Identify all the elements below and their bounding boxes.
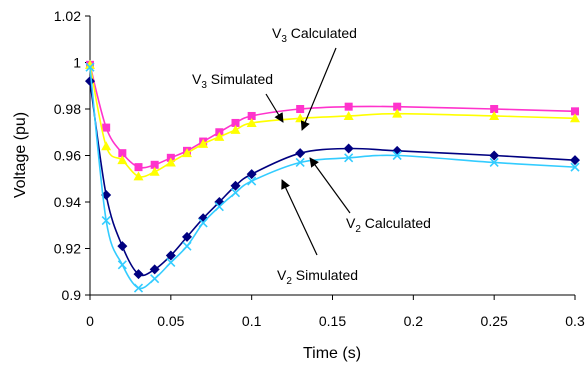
data-point-square bbox=[134, 163, 143, 172]
y-tick-label: 0.98 bbox=[54, 101, 81, 117]
data-point-square bbox=[296, 105, 305, 113]
annotation-label: V2 Simulated bbox=[277, 267, 358, 287]
data-point-triangle bbox=[489, 110, 500, 120]
series-line bbox=[89, 64, 576, 169]
data-point-x bbox=[133, 283, 144, 293]
annotation-label: V3 Simulated bbox=[192, 71, 273, 91]
data-point-diamond bbox=[182, 231, 192, 242]
data-point-diamond bbox=[85, 76, 95, 87]
y-tick-label: 0.94 bbox=[54, 194, 81, 210]
data-point-triangle bbox=[230, 124, 241, 134]
data-point-triangle bbox=[182, 148, 192, 158]
data-point-x bbox=[295, 157, 305, 168]
data-point-x bbox=[344, 153, 354, 163]
data-point-diamond bbox=[489, 150, 500, 161]
data-point-diamond bbox=[149, 264, 160, 275]
data-point-x bbox=[101, 216, 111, 226]
data-point-diamond bbox=[343, 143, 354, 154]
data-point-triangle bbox=[165, 157, 176, 167]
data-point-diamond bbox=[230, 180, 241, 191]
annotation-arrow bbox=[309, 157, 351, 214]
data-point-triangle bbox=[101, 141, 112, 151]
data-point-square bbox=[571, 107, 579, 116]
data-point-x bbox=[230, 188, 241, 198]
series-line bbox=[89, 67, 576, 290]
series-layer bbox=[85, 59, 580, 293]
data-point-square bbox=[118, 149, 127, 158]
data-point-diamond bbox=[295, 148, 306, 159]
data-point-square bbox=[231, 118, 240, 127]
data-point-diamond bbox=[133, 269, 144, 280]
annotation-arrow bbox=[281, 179, 318, 256]
data-point-diamond bbox=[392, 145, 403, 156]
data-point-triangle bbox=[149, 166, 160, 176]
data-point-x bbox=[489, 157, 499, 168]
data-point-diamond bbox=[165, 250, 176, 261]
data-point-diamond bbox=[117, 241, 128, 252]
annotation-layer: V3 Calculated V3 Simulated V2 Calculated V2… bbox=[192, 25, 431, 287]
data-point-square bbox=[490, 105, 499, 113]
y-tick-label: 1 bbox=[73, 55, 81, 71]
data-point-square bbox=[393, 102, 402, 111]
series-line bbox=[89, 80, 576, 277]
x-axis-title: Time (s) bbox=[303, 345, 361, 362]
data-point-triangle bbox=[295, 113, 306, 123]
data-point-x bbox=[392, 150, 402, 161]
annotation-arrow bbox=[265, 93, 284, 123]
data-point-square bbox=[247, 111, 256, 120]
x-tick-label: 0.15 bbox=[319, 313, 346, 329]
data-point-x bbox=[150, 274, 160, 284]
x-tick-label: 0.1 bbox=[242, 313, 262, 329]
x-tick-label: 0.25 bbox=[481, 313, 508, 329]
y-tick-label: 0.92 bbox=[54, 241, 81, 257]
data-point-x bbox=[214, 202, 224, 212]
x-tick-label: 0.05 bbox=[157, 313, 184, 329]
data-point-square bbox=[150, 160, 159, 169]
data-point-diamond bbox=[246, 169, 257, 180]
y-tick-label: 0.96 bbox=[54, 148, 81, 164]
series-line bbox=[89, 64, 576, 178]
data-point-x bbox=[85, 62, 95, 72]
series-4 bbox=[85, 62, 580, 293]
y-axis-title: Voltage (pu) bbox=[12, 112, 29, 198]
data-point-triangle bbox=[570, 113, 580, 123]
data-point-square bbox=[344, 102, 353, 111]
y-tick-label: 0.9 bbox=[62, 287, 82, 303]
data-point-triangle bbox=[85, 59, 95, 69]
axes: 0.9 0.92 0.94 0.96 0.98 1 1.02 0 0.05 0.1 0.15 0.2 0… bbox=[54, 8, 585, 329]
x-tick-label: 0.2 bbox=[404, 313, 424, 329]
data-point-diamond bbox=[570, 155, 580, 166]
data-point-x bbox=[570, 162, 580, 172]
data-point-triangle bbox=[133, 171, 144, 181]
data-point-x bbox=[198, 218, 208, 228]
annotation-label: V3 Calculated bbox=[272, 25, 357, 45]
data-point-triangle bbox=[117, 155, 128, 165]
annotation-2: V3 Simulated bbox=[192, 71, 284, 123]
y-tick-label: 1.02 bbox=[54, 8, 81, 24]
data-point-x bbox=[166, 257, 176, 268]
annotation-label: V2 Calculated bbox=[346, 215, 431, 235]
annotation-arrow bbox=[300, 47, 337, 131]
data-point-x bbox=[247, 176, 257, 186]
data-point-triangle bbox=[246, 117, 257, 127]
data-point-x bbox=[182, 241, 192, 251]
annotation-4: V2 Simulated bbox=[277, 179, 358, 287]
data-point-triangle bbox=[392, 108, 403, 118]
x-tick-label: 0 bbox=[86, 313, 94, 329]
annotation-3: V2 Calculated bbox=[309, 157, 431, 235]
data-point-square bbox=[102, 123, 111, 132]
series-2 bbox=[85, 59, 580, 181]
data-point-triangle bbox=[343, 110, 354, 120]
data-point-triangle bbox=[214, 131, 225, 141]
x-tick-label: 0.3 bbox=[565, 313, 585, 329]
data-point-triangle bbox=[198, 138, 209, 148]
annotation-1: V3 Calculated bbox=[272, 25, 357, 131]
data-point-x bbox=[117, 260, 127, 270]
